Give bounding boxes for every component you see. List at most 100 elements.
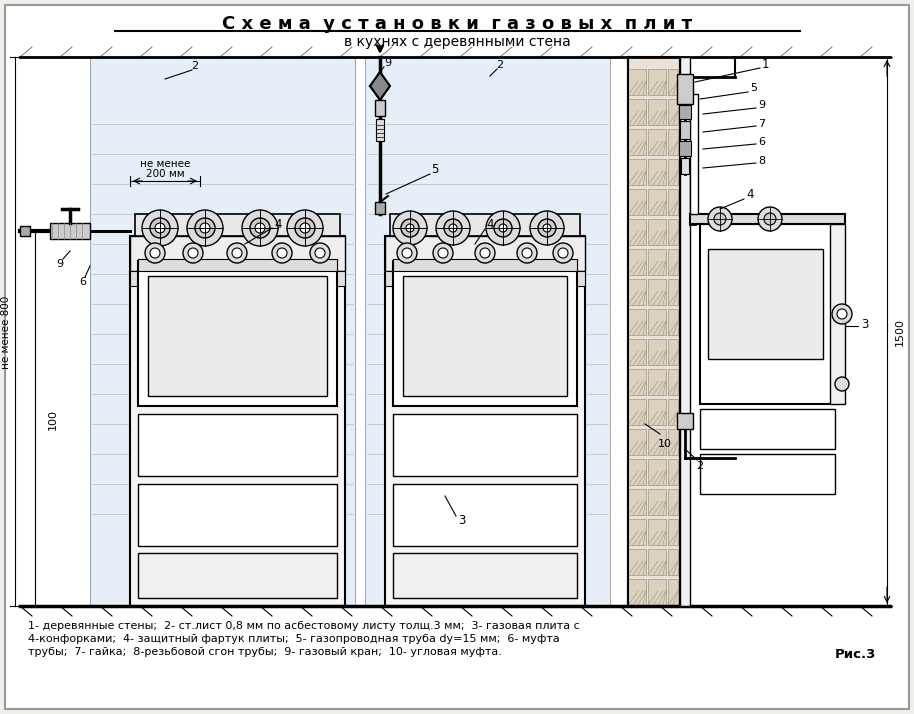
Text: 2: 2: [496, 60, 504, 70]
Circle shape: [300, 223, 310, 233]
Circle shape: [272, 243, 292, 263]
Circle shape: [188, 248, 198, 258]
Circle shape: [250, 218, 270, 238]
Circle shape: [242, 210, 278, 246]
Text: в кухнях с деревянными стена: в кухнях с деревянными стена: [344, 35, 570, 49]
Bar: [628, 57, 680, 606]
Bar: [393, 484, 577, 546]
Text: С х е м а  у с т а н о в к и  г а з о в ы х  п л и т: С х е м а у с т а н о в к и г а з о в ы …: [222, 15, 692, 33]
Circle shape: [553, 243, 573, 263]
Bar: [668, 489, 678, 515]
Bar: [648, 339, 666, 365]
Bar: [138, 414, 337, 476]
Text: 6: 6: [80, 277, 87, 287]
Circle shape: [444, 219, 462, 237]
Bar: [376, 119, 384, 141]
Text: не менее: не менее: [140, 159, 190, 169]
Bar: [148, 276, 327, 396]
Bar: [628, 489, 646, 515]
Text: 7: 7: [759, 119, 766, 129]
Bar: [648, 189, 666, 215]
Circle shape: [397, 243, 417, 263]
Bar: [680, 57, 690, 606]
Circle shape: [150, 248, 160, 258]
Text: 9: 9: [57, 259, 64, 269]
Bar: [365, 57, 610, 606]
Circle shape: [449, 224, 457, 232]
Text: 200 мм: 200 мм: [145, 169, 185, 179]
Bar: [138, 484, 337, 546]
Bar: [403, 276, 567, 396]
Circle shape: [315, 248, 325, 258]
Circle shape: [714, 213, 726, 225]
Bar: [385, 236, 585, 606]
Bar: [830, 224, 845, 404]
Text: не менее 800: не менее 800: [1, 296, 11, 368]
Bar: [628, 339, 646, 365]
Bar: [628, 549, 646, 575]
Text: 10: 10: [658, 439, 672, 449]
Bar: [677, 74, 693, 104]
Circle shape: [438, 248, 448, 258]
Bar: [681, 158, 689, 174]
Bar: [628, 519, 646, 545]
Bar: [385, 236, 585, 271]
Bar: [700, 409, 835, 449]
Bar: [648, 309, 666, 335]
Circle shape: [558, 248, 568, 258]
Bar: [668, 429, 678, 455]
Bar: [648, 459, 666, 485]
Bar: [628, 249, 646, 275]
Bar: [700, 224, 835, 404]
Bar: [648, 519, 666, 545]
Circle shape: [287, 210, 323, 246]
Bar: [668, 99, 678, 125]
Bar: [393, 553, 577, 598]
Bar: [628, 399, 646, 425]
Text: 1- деревянные стены;  2- ст.лист 0,8 мм по асбестовому листу толщ.3 мм;  3- газо: 1- деревянные стены; 2- ст.лист 0,8 мм п…: [28, 621, 579, 631]
Bar: [628, 189, 646, 215]
Bar: [668, 159, 678, 185]
Circle shape: [522, 248, 532, 258]
Text: 9: 9: [385, 58, 391, 68]
Circle shape: [295, 218, 315, 238]
Circle shape: [200, 223, 210, 233]
Bar: [628, 69, 646, 95]
Circle shape: [499, 224, 507, 232]
Bar: [393, 414, 577, 476]
Bar: [700, 454, 835, 494]
Text: 9: 9: [759, 100, 766, 110]
Circle shape: [402, 248, 412, 258]
Text: 3: 3: [458, 515, 466, 528]
Bar: [668, 399, 678, 425]
Circle shape: [187, 210, 223, 246]
Circle shape: [401, 219, 419, 237]
Bar: [628, 369, 646, 395]
Bar: [648, 429, 666, 455]
Text: 1500: 1500: [895, 318, 905, 346]
Bar: [690, 214, 845, 224]
Circle shape: [538, 219, 556, 237]
Circle shape: [494, 219, 512, 237]
Bar: [135, 214, 340, 236]
Circle shape: [543, 224, 551, 232]
Bar: [668, 219, 678, 245]
Text: 4-конфорками;  4- защитный фартук плиты;  5- газопроводная труба dy=15 мм;  6- м: 4-конфорками; 4- защитный фартук плиты; …: [28, 634, 559, 644]
Circle shape: [183, 243, 203, 263]
Circle shape: [837, 309, 847, 319]
Bar: [628, 129, 646, 155]
Text: 1: 1: [761, 58, 769, 71]
Circle shape: [145, 243, 165, 263]
Text: 6: 6: [759, 137, 766, 147]
Bar: [138, 261, 337, 406]
Bar: [679, 105, 691, 119]
Text: 2: 2: [191, 61, 198, 71]
Circle shape: [150, 218, 170, 238]
Circle shape: [255, 223, 265, 233]
Circle shape: [530, 211, 564, 245]
Bar: [50, 223, 90, 239]
Bar: [677, 413, 693, 429]
Bar: [668, 309, 678, 335]
Circle shape: [393, 211, 427, 245]
Bar: [668, 579, 678, 605]
